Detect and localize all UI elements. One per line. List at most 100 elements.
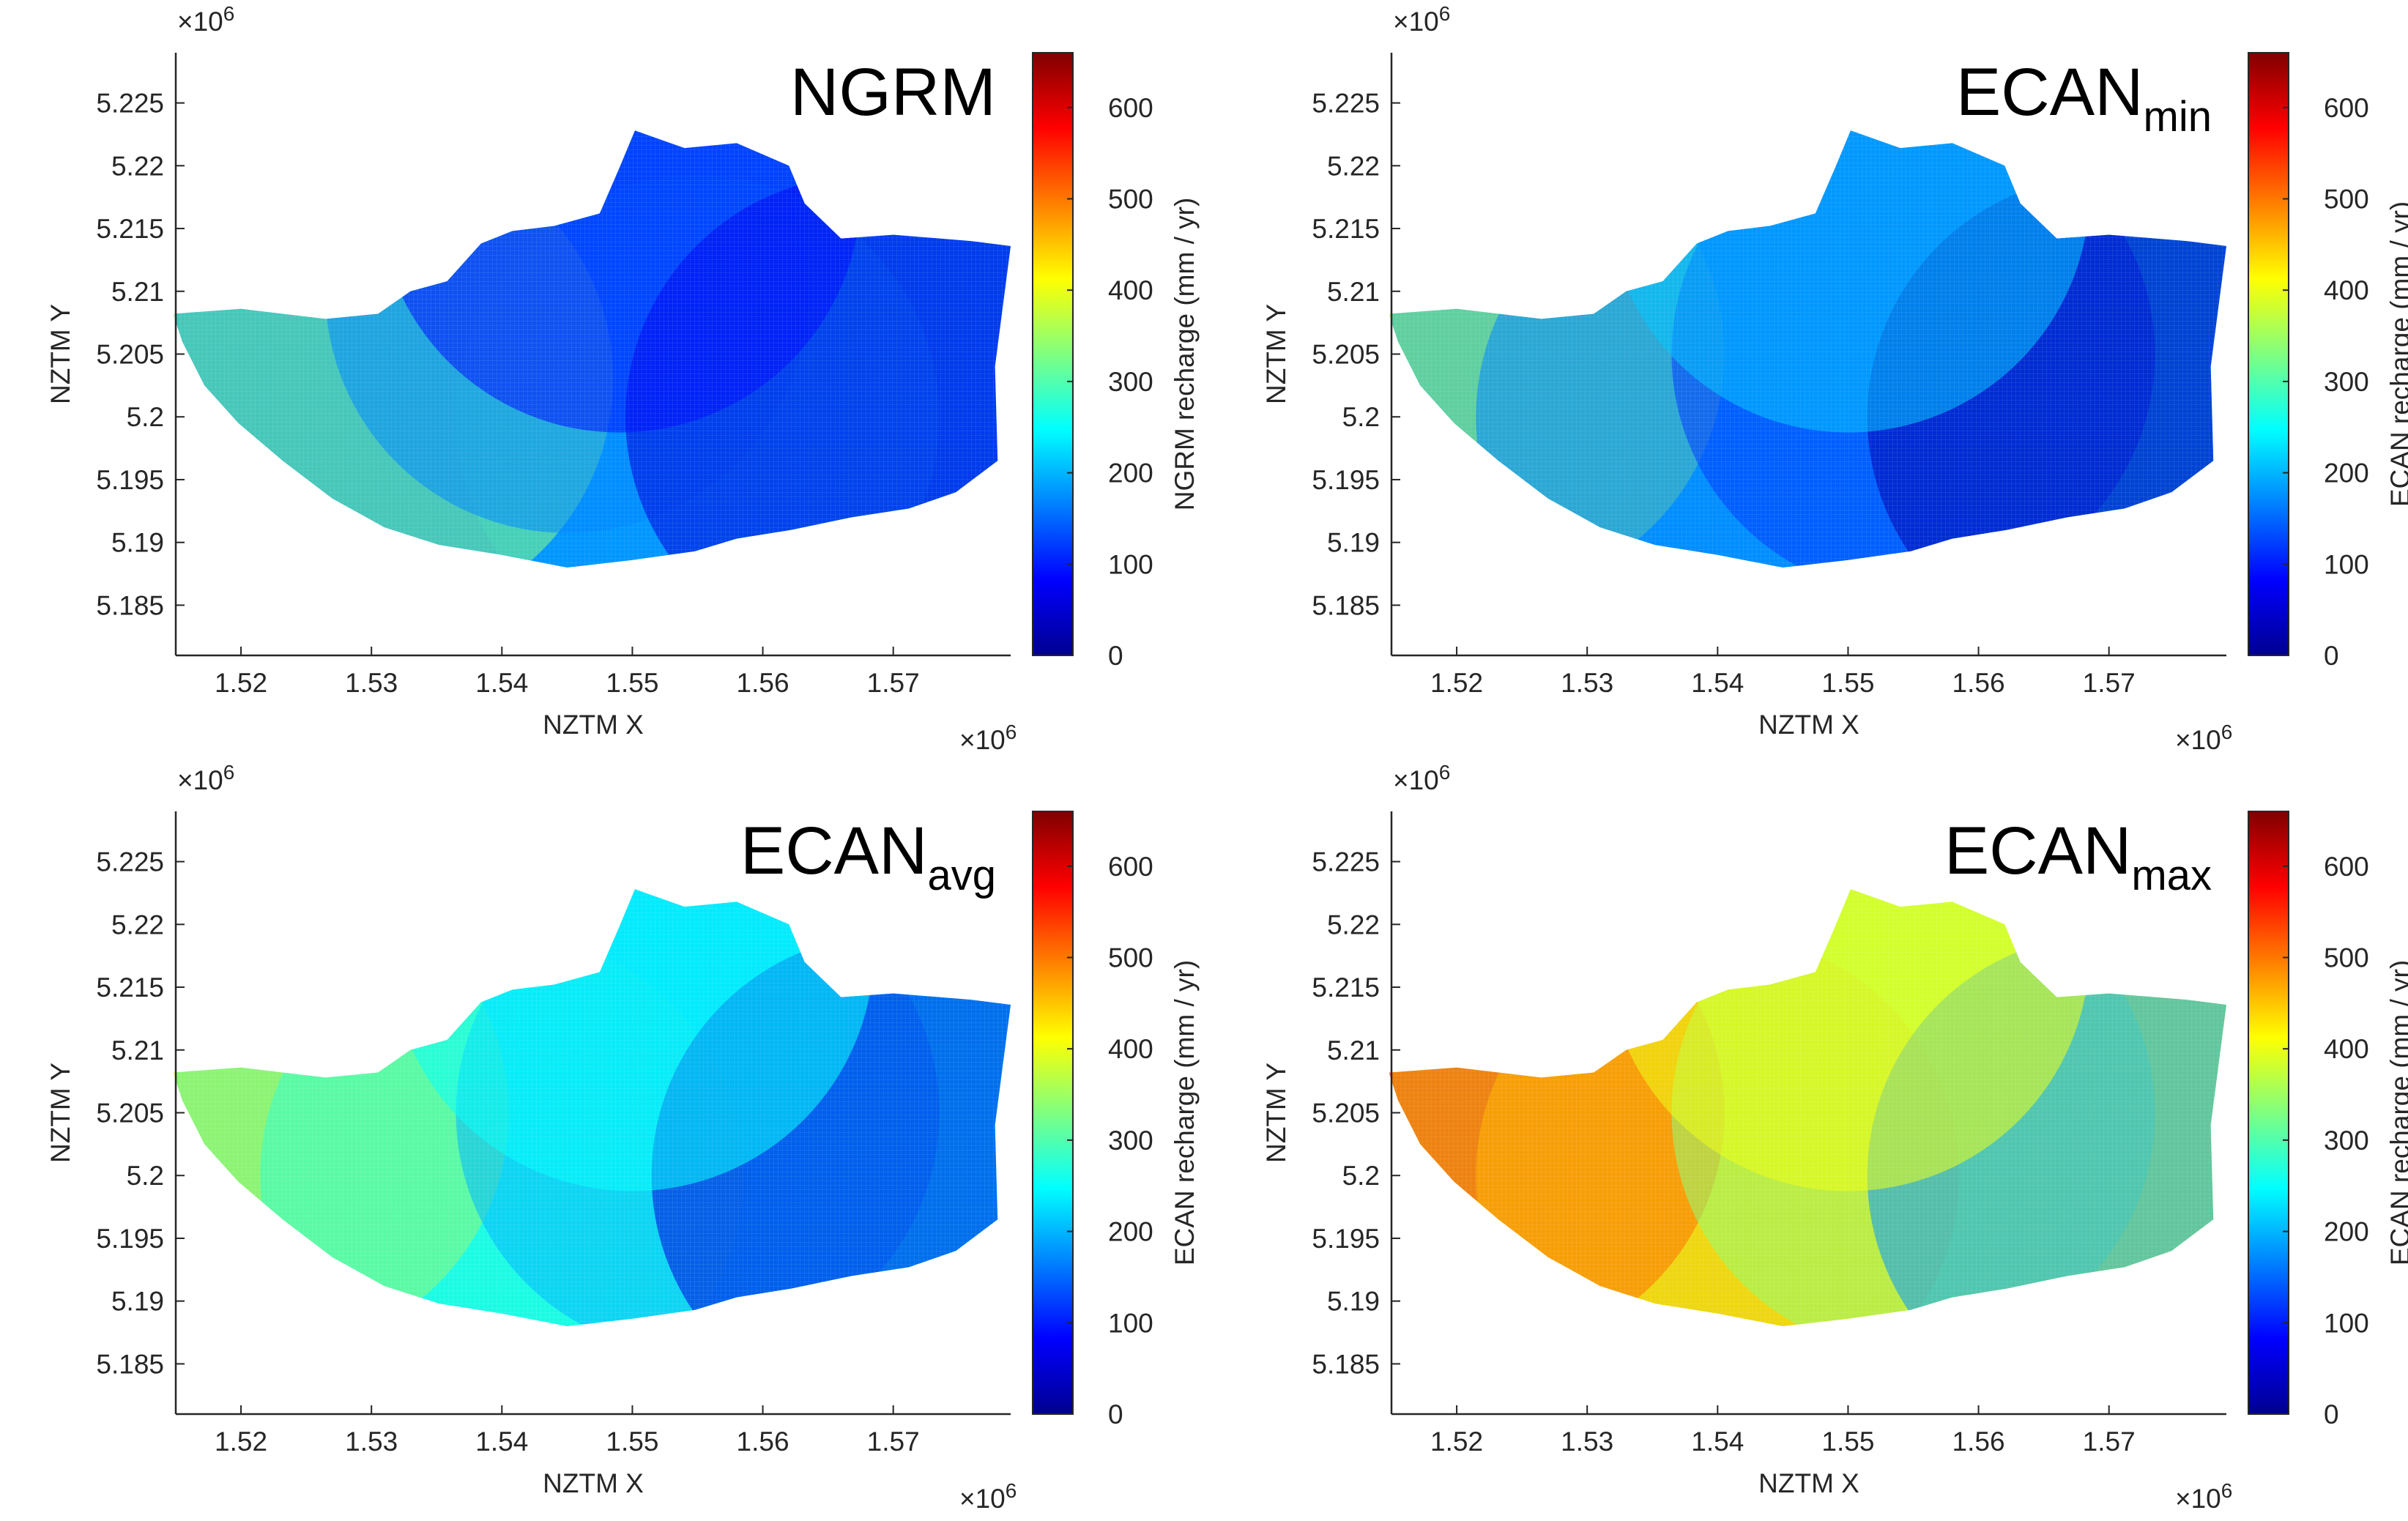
x-tick-label: 1.52	[1430, 1427, 1483, 1457]
y-axis-label: NZTM Y	[1261, 304, 1291, 404]
y-axis-label: NZTM Y	[45, 1063, 75, 1163]
colorbar-tick-label: 200	[1108, 1217, 1153, 1247]
y-tick-label: 5.225	[96, 847, 164, 877]
colorbar-tick-label: 100	[1108, 1308, 1153, 1338]
y-tick-label: 5.205	[1312, 1098, 1380, 1128]
colorbar-tick-label: 300	[2324, 1126, 2369, 1156]
y-tick-label: 5.225	[1312, 89, 1380, 119]
x-exponent-label: ×106	[959, 1479, 1017, 1514]
x-exponent-label: ×106	[2175, 721, 2232, 755]
x-tick-label: 1.53	[1561, 668, 1613, 698]
x-tick-label: 1.55	[1821, 668, 1874, 698]
x-tick-label: 1.53	[1561, 1427, 1613, 1457]
x-tick-label: 1.52	[215, 1427, 267, 1457]
x-axis-label: NZTM X	[1758, 1468, 1859, 1498]
y-tick-label: 5.2	[127, 402, 164, 432]
colorbar-tick-label: 500	[2324, 185, 2369, 215]
colorbar-tick-label: 500	[1108, 943, 1153, 973]
chart-panel-top-left: 1.52 1.53 1.54 1.55 1.56 1.57 5.185 5.19 5.195 5.…	[45, 2, 1200, 755]
x-tick-label: 1.54	[1691, 1427, 1744, 1457]
colorbar-tick-label: 100	[2324, 1308, 2369, 1338]
panel-title: ECANavg	[740, 814, 996, 899]
colorbar	[2248, 52, 2289, 656]
colorbar-tick-label: 0	[2324, 641, 2339, 671]
x-tick-label: 1.57	[2083, 1427, 2136, 1457]
x-exponent-label: ×106	[959, 721, 1017, 755]
y-exponent-label: ×106	[1393, 761, 1450, 795]
colorbar	[1032, 52, 1074, 656]
y-tick-label: 5.19	[111, 528, 164, 558]
colorbar-tick-label: 200	[1108, 458, 1153, 488]
x-tick-label: 1.55	[1821, 1427, 1874, 1457]
x-tick-label: 1.56	[1952, 668, 2005, 698]
y-tick-label: 5.205	[96, 1098, 164, 1128]
y-tick-label: 5.195	[96, 465, 164, 495]
x-tick-label: 1.57	[867, 668, 920, 698]
y-tick-label: 5.215	[96, 214, 164, 244]
x-tick-label: 1.57	[2083, 668, 2136, 698]
y-axis-label: NZTM Y	[45, 304, 75, 404]
x-tick-label: 1.56	[737, 668, 789, 698]
y-tick-label: 5.21	[1327, 1035, 1380, 1066]
y-tick-label: 5.22	[111, 910, 164, 940]
y-tick-label: 5.215	[1312, 214, 1380, 244]
x-exponent-label: ×106	[2175, 1479, 2232, 1514]
y-tick-label: 5.185	[96, 1349, 164, 1379]
colorbar-tick-label: 400	[1108, 275, 1153, 305]
colorbar	[1032, 811, 1074, 1415]
colorbar-tick-label: 0	[1108, 641, 1123, 671]
colorbar-tick-label: 400	[2324, 275, 2369, 305]
y-tick-label: 5.225	[96, 89, 164, 119]
x-tick-label: 1.54	[475, 1427, 528, 1457]
x-tick-label: 1.55	[606, 668, 658, 698]
colorbar-tick-label: 0	[2324, 1399, 2339, 1429]
colorbar-tick-label: 600	[1108, 93, 1153, 123]
colorbar-tick-label: 500	[1108, 185, 1153, 215]
y-tick-label: 5.19	[1327, 528, 1380, 558]
x-axis-label: NZTM X	[543, 710, 644, 740]
x-tick-label: 1.52	[215, 668, 267, 698]
y-exponent-label: ×106	[177, 761, 234, 795]
panel-title: NGRM	[790, 55, 996, 130]
y-tick-label: 5.185	[96, 590, 164, 620]
colorbar-tick-label: 200	[2324, 1217, 2369, 1247]
chart-panel-top-right: 1.52 1.53 1.54 1.55 1.56 1.57 5.185 5.19 5.195 5.…	[1261, 2, 2408, 755]
colorbar-tick-label: 600	[2324, 852, 2369, 882]
colorbar-tick-label: 400	[1108, 1034, 1153, 1064]
colorbar-tick-label: 100	[2324, 549, 2369, 579]
colorbar-label: ECAN recharge (mm / yr)	[1170, 960, 1200, 1265]
y-tick-label: 5.19	[1327, 1287, 1380, 1317]
y-tick-label: 5.215	[1312, 973, 1380, 1003]
y-tick-label: 5.21	[111, 1035, 164, 1066]
colorbar-tick-label: 300	[1108, 1126, 1153, 1156]
x-tick-label: 1.54	[475, 668, 528, 698]
y-tick-label: 5.225	[1312, 847, 1380, 877]
y-tick-label: 5.19	[111, 1287, 164, 1317]
y-tick-label: 5.185	[1312, 590, 1380, 620]
colorbar-tick-label: 400	[2324, 1034, 2369, 1064]
colorbar	[2248, 811, 2289, 1415]
chart-panel-bottom-right: 1.52 1.53 1.54 1.55 1.56 1.57 5.185 5.19 5.195 5.…	[1261, 761, 2408, 1514]
colorbar-tick-label: 300	[2324, 367, 2369, 397]
y-tick-label: 5.21	[111, 277, 164, 307]
colorbar-tick-label: 600	[2324, 93, 2369, 123]
y-tick-label: 5.205	[96, 340, 164, 370]
y-tick-label: 5.22	[1327, 910, 1380, 940]
y-tick-label: 5.215	[96, 973, 164, 1003]
y-axis-label: NZTM Y	[1261, 1063, 1291, 1163]
colorbar-label: ECAN recharge (mm / yr)	[2385, 201, 2408, 507]
colorbar-tick-label: 300	[1108, 367, 1153, 397]
x-axis-label: NZTM X	[543, 1468, 644, 1498]
x-tick-label: 1.54	[1691, 668, 1744, 698]
y-tick-label: 5.2	[1342, 402, 1380, 432]
y-tick-label: 5.2	[127, 1161, 164, 1191]
y-tick-label: 5.2	[1342, 1161, 1380, 1191]
colorbar-label: NGRM recharge (mm / yr)	[1170, 198, 1200, 511]
y-tick-label: 5.21	[1327, 277, 1380, 307]
colorbar-label: ECAN recharge (mm / yr)	[2385, 960, 2408, 1265]
x-tick-label: 1.56	[737, 1427, 789, 1457]
colorbar-tick-label: 200	[2324, 458, 2369, 488]
colorbar-tick-label: 600	[1108, 852, 1153, 882]
x-tick-label: 1.53	[345, 1427, 398, 1457]
